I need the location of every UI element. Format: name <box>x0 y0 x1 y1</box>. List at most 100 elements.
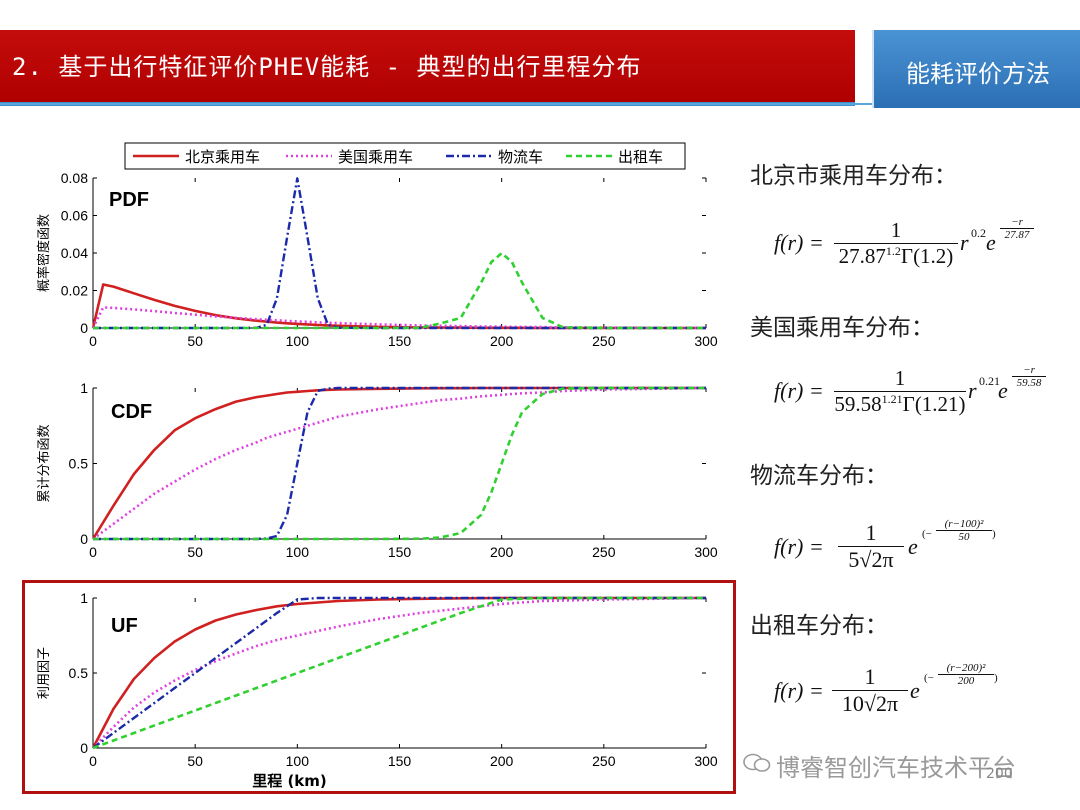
series-line-3 <box>93 177 706 330</box>
y-tick-label: 0.5 <box>69 456 89 472</box>
formula-usa: f(r) = 1 59.581.21Γ(1.21) r 0.21 e −r 59… <box>774 360 1064 430</box>
formula-fraction: 1 10√2π <box>832 664 908 717</box>
formula-label-logistics: 物流车分布： <box>750 463 888 489</box>
formula-e: e <box>910 678 920 703</box>
panel-label: PDF <box>109 189 149 211</box>
formula-e: e <box>986 230 996 255</box>
x-tick-label: 50 <box>187 753 203 769</box>
fraction-bar: 27.871.2Γ(1.2) <box>834 243 958 269</box>
series-line-4 <box>93 251 706 330</box>
formula-den-base: 27.87 <box>838 244 886 268</box>
formula-r: r <box>960 230 969 255</box>
formula-denominator: 5√2π <box>838 546 904 573</box>
series-line-2 <box>92 386 707 541</box>
x-tick-label: 50 <box>187 333 203 349</box>
legend-label-1: 北京乘用车 <box>185 148 260 166</box>
formula-numerator: 1 <box>890 218 902 242</box>
formula-e: e <box>998 378 1008 403</box>
formula-beijing: f(r) = 1 27.871.2Γ(1.2) r 0.2 e −r 27.87 <box>774 212 1064 282</box>
formula-den-base: 59.58 <box>834 392 882 416</box>
wechat-icon <box>743 753 771 772</box>
panel-label: CDF <box>111 401 152 423</box>
formula-logistics: f(r) = 1 5√2π e (− (r−100)² 50 ) <box>774 516 1064 586</box>
formula-taxi: f(r) = 1 10√2π e (− (r−200)² 200 ) <box>774 660 1064 730</box>
y-tick-label: 1 <box>80 380 88 396</box>
x-tick-label: 250 <box>592 753 616 769</box>
x-axis-label: 里程 (km) <box>252 772 327 790</box>
formula-den-exp: 1.2 <box>885 244 901 258</box>
y-tick-label: 0.04 <box>61 245 88 261</box>
fraction-bar: 59.581.21Γ(1.21) <box>834 391 966 417</box>
formula-label-beijing: 北京市乘用车分布： <box>750 163 957 189</box>
formula-e-open: (− <box>924 672 934 684</box>
formula-e-exp: (r−100)² 50 <box>936 518 992 543</box>
formula-lhs: f(r) = <box>774 378 824 403</box>
formula-e-exp: (r−200)² 200 <box>938 662 994 687</box>
x-tick-label: 150 <box>388 333 412 349</box>
legend-label-3: 物流车 <box>498 148 543 166</box>
series-line-3 <box>92 596 706 749</box>
formula-lhs: f(r) = <box>774 534 824 559</box>
y-tick-label: 0.08 <box>61 170 88 186</box>
formula-e-den: 59.58 <box>1012 376 1046 389</box>
side-tab[interactable]: 能耗评价方法 <box>872 30 1080 108</box>
watermark: 博睿智创汽车技术平台 <box>776 754 1016 782</box>
formula-e-exp: −r 27.87 <box>1000 216 1034 241</box>
series-line-4 <box>93 386 706 541</box>
formula-e-num: (r−100)² <box>944 518 984 530</box>
x-tick-label: 0 <box>89 753 97 769</box>
x-tick-label: 200 <box>490 544 514 560</box>
charts-svg: 0 50 100 150 200 250 30000.020.040.060.08概率密度函… <box>36 142 718 790</box>
formula-e-open: (− <box>922 528 932 540</box>
y-axis-label: 概率密度函数 <box>36 214 52 292</box>
y-axis-label: 利用因子 <box>37 647 52 699</box>
y-axis-label: 累计分布函数 <box>37 424 52 502</box>
formula-fraction: 1 5√2π <box>838 520 904 573</box>
formula-den-exp: 1.21 <box>881 392 903 406</box>
x-tick-label: 200 <box>490 753 514 769</box>
x-tick-label: 300 <box>694 753 718 769</box>
y-tick-label: 0.06 <box>61 208 88 224</box>
formula-r-exp: 0.2 <box>971 226 986 240</box>
slide-title: 2. 基于出行特征评价PHEV能耗 - 典型的出行里程分布 <box>12 53 642 81</box>
formula-r-exp: 0.21 <box>979 374 1000 388</box>
formula-r: r <box>968 378 977 403</box>
x-tick-label: 250 <box>592 333 616 349</box>
formula-numerator: 1 <box>894 366 906 390</box>
formula-e-exp: −r 59.58 <box>1012 364 1046 389</box>
formula-den-tail: Γ(1.2) <box>900 244 954 268</box>
y-tick-label: 0.02 <box>61 283 88 299</box>
formula-e-close: ) <box>992 528 996 540</box>
x-tick-label: 300 <box>694 544 718 560</box>
panel-label: UF <box>111 615 138 637</box>
series-line-2 <box>92 596 707 749</box>
formula-e-num: −r <box>1023 364 1035 376</box>
x-tick-label: 50 <box>187 544 203 560</box>
series-line-1 <box>91 283 706 330</box>
x-tick-label: 100 <box>286 753 310 769</box>
page-number: 200 <box>986 766 1013 782</box>
x-tick-label: 100 <box>286 333 310 349</box>
formula-label-usa: 美国乘用车分布： <box>750 315 934 341</box>
legend-label-2: 美国乘用车 <box>338 148 413 166</box>
formula-e-den: 50 <box>936 530 992 543</box>
x-tick-label: 150 <box>388 753 412 769</box>
formula-e: e <box>908 534 918 559</box>
formula-e-num: −r <box>1011 216 1023 228</box>
series-line-3 <box>93 386 706 541</box>
x-tick-label: 250 <box>592 544 616 560</box>
x-tick-label: 150 <box>388 544 412 560</box>
x-tick-label: 0 <box>89 544 97 560</box>
legend-label-4: 出租车 <box>618 148 663 166</box>
formula-lhs: f(r) = <box>774 230 824 255</box>
formula-e-num: (r−200)² <box>946 662 986 674</box>
formula-numerator: 1 <box>864 664 876 689</box>
title-underline <box>0 103 872 105</box>
formula-e-close: ) <box>994 672 998 684</box>
x-tick-label: 200 <box>490 333 514 349</box>
x-tick-label: 100 <box>286 544 310 560</box>
formula-denominator: 10√2π <box>832 690 908 717</box>
y-tick-label: 1 <box>80 590 88 606</box>
y-tick-label: 0 <box>80 531 88 547</box>
formula-label-taxi: 出租车分布： <box>750 613 888 639</box>
